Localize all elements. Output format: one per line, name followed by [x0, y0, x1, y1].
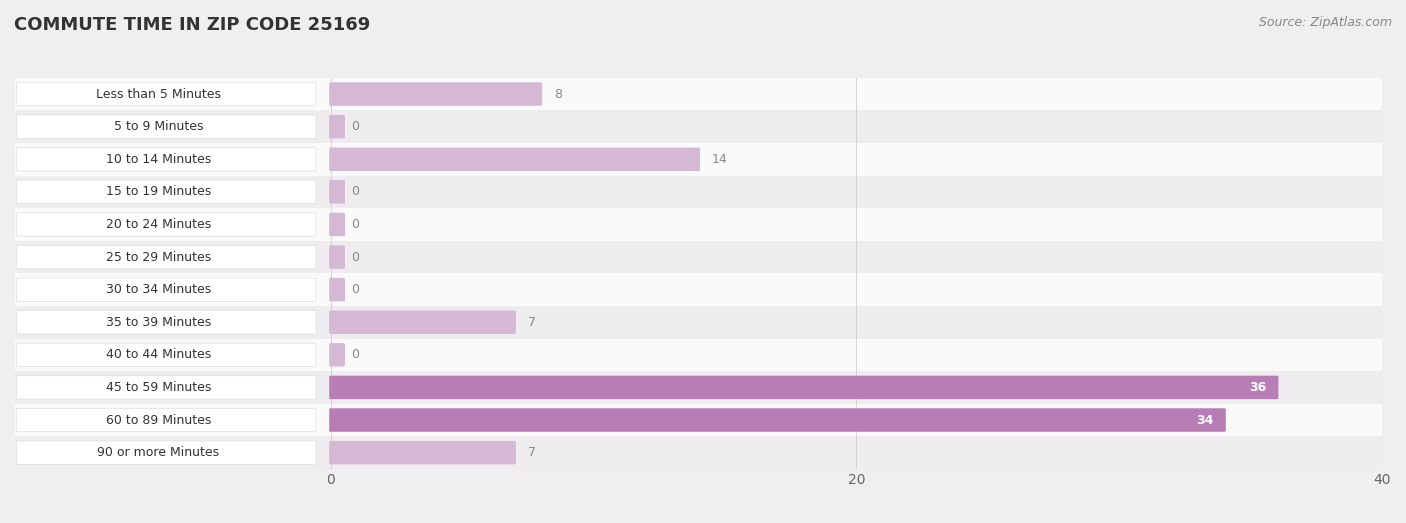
- Bar: [15, 404, 1382, 436]
- Text: 0: 0: [352, 185, 360, 198]
- FancyBboxPatch shape: [17, 311, 316, 334]
- FancyBboxPatch shape: [329, 278, 344, 301]
- Bar: [15, 208, 1382, 241]
- Text: 34: 34: [1197, 414, 1213, 427]
- Bar: [15, 78, 1382, 110]
- Bar: [15, 436, 1382, 469]
- Text: 0: 0: [352, 218, 360, 231]
- Text: 14: 14: [711, 153, 727, 166]
- FancyBboxPatch shape: [17, 115, 316, 139]
- FancyBboxPatch shape: [17, 441, 316, 464]
- Text: 40 to 44 Minutes: 40 to 44 Minutes: [105, 348, 211, 361]
- Text: Less than 5 Minutes: Less than 5 Minutes: [96, 87, 221, 100]
- Bar: [15, 110, 1382, 143]
- FancyBboxPatch shape: [17, 245, 316, 269]
- FancyBboxPatch shape: [329, 408, 1226, 432]
- Text: COMMUTE TIME IN ZIP CODE 25169: COMMUTE TIME IN ZIP CODE 25169: [14, 16, 370, 33]
- Bar: [15, 143, 1382, 176]
- FancyBboxPatch shape: [17, 408, 316, 432]
- Text: 60 to 89 Minutes: 60 to 89 Minutes: [105, 414, 211, 427]
- Text: 35 to 39 Minutes: 35 to 39 Minutes: [105, 316, 211, 329]
- Text: 10 to 14 Minutes: 10 to 14 Minutes: [105, 153, 211, 166]
- FancyBboxPatch shape: [17, 278, 316, 301]
- FancyBboxPatch shape: [329, 213, 344, 236]
- Text: 0: 0: [352, 283, 360, 296]
- Text: 30 to 34 Minutes: 30 to 34 Minutes: [105, 283, 211, 296]
- FancyBboxPatch shape: [17, 343, 316, 367]
- FancyBboxPatch shape: [17, 180, 316, 203]
- FancyBboxPatch shape: [17, 376, 316, 399]
- FancyBboxPatch shape: [329, 115, 344, 139]
- FancyBboxPatch shape: [329, 180, 344, 203]
- Text: 15 to 19 Minutes: 15 to 19 Minutes: [105, 185, 211, 198]
- Text: 5 to 9 Minutes: 5 to 9 Minutes: [114, 120, 202, 133]
- Bar: [15, 176, 1382, 208]
- FancyBboxPatch shape: [329, 245, 344, 269]
- Text: 0: 0: [352, 348, 360, 361]
- Text: 8: 8: [554, 87, 562, 100]
- FancyBboxPatch shape: [329, 82, 543, 106]
- FancyBboxPatch shape: [329, 343, 344, 367]
- FancyBboxPatch shape: [329, 311, 516, 334]
- Bar: [15, 338, 1382, 371]
- Text: 90 or more Minutes: 90 or more Minutes: [97, 446, 219, 459]
- Text: Source: ZipAtlas.com: Source: ZipAtlas.com: [1258, 16, 1392, 29]
- Bar: [15, 241, 1382, 274]
- Bar: [15, 274, 1382, 306]
- Text: 7: 7: [527, 446, 536, 459]
- FancyBboxPatch shape: [329, 441, 516, 464]
- Text: 25 to 29 Minutes: 25 to 29 Minutes: [105, 251, 211, 264]
- Bar: [15, 306, 1382, 338]
- Bar: [15, 371, 1382, 404]
- Text: 0: 0: [352, 120, 360, 133]
- Text: 20 to 24 Minutes: 20 to 24 Minutes: [105, 218, 211, 231]
- Text: 36: 36: [1250, 381, 1267, 394]
- Text: 7: 7: [527, 316, 536, 329]
- FancyBboxPatch shape: [17, 147, 316, 171]
- FancyBboxPatch shape: [17, 82, 316, 106]
- FancyBboxPatch shape: [17, 213, 316, 236]
- Text: 45 to 59 Minutes: 45 to 59 Minutes: [105, 381, 211, 394]
- Text: 0: 0: [352, 251, 360, 264]
- FancyBboxPatch shape: [329, 147, 700, 171]
- FancyBboxPatch shape: [329, 376, 1278, 399]
